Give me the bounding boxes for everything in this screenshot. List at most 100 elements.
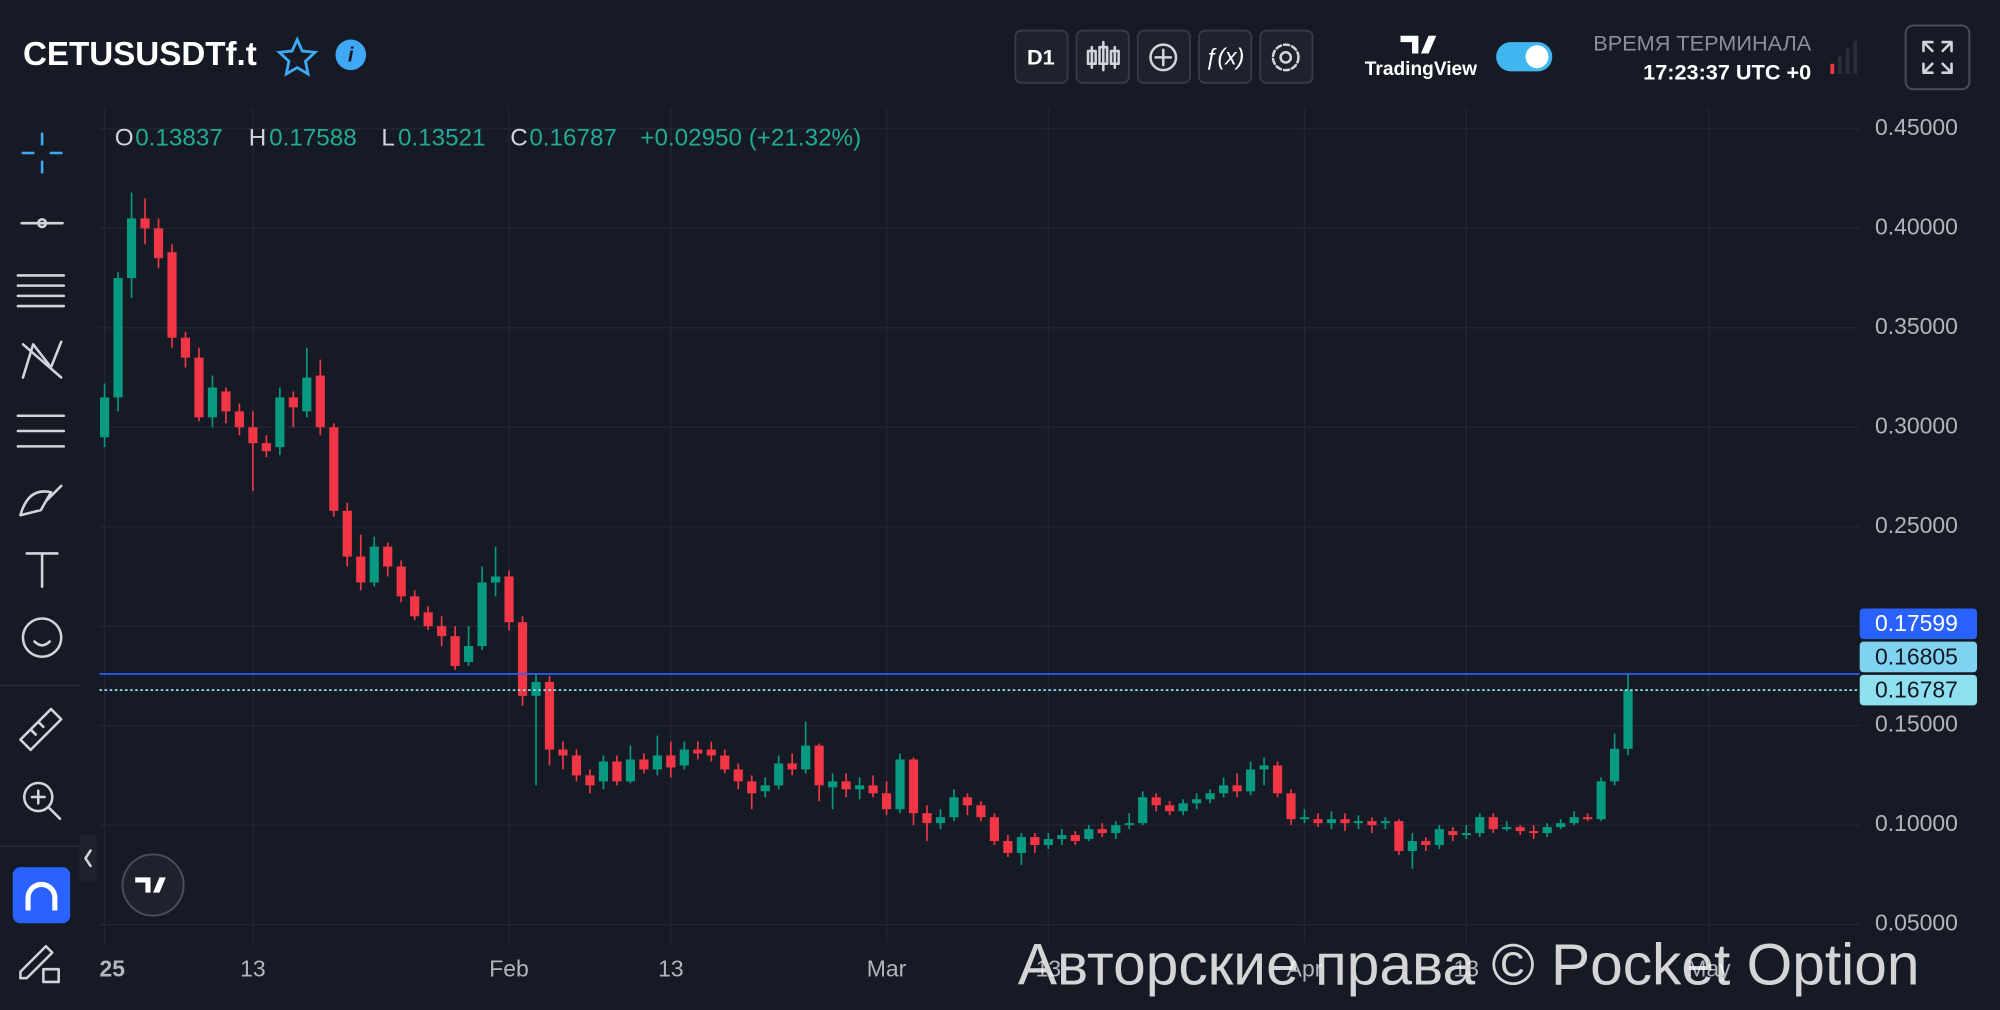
tv-badge[interactable] [121, 853, 185, 917]
change: +0.02950 (+21.32%) [640, 124, 861, 151]
candle-body [1488, 817, 1498, 830]
prediction-tool[interactable] [16, 414, 66, 448]
candle-body [1340, 819, 1350, 824]
ohlc-label: O [115, 124, 134, 151]
lock-draw-tool[interactable] [19, 944, 54, 980]
ohlc-value: 0.13837 [135, 124, 223, 151]
ruler-tool[interactable] [19, 707, 63, 752]
candle-body [1057, 835, 1067, 840]
candle-body [1313, 819, 1323, 824]
candle-body [302, 377, 312, 412]
x-tick-label: 13 [1454, 956, 1480, 982]
collapse-arrow [84, 849, 92, 868]
y-tick-label: 0.25000 [1875, 512, 1958, 538]
brand: TradingView [1365, 59, 1477, 80]
fib-tool[interactable] [16, 274, 66, 308]
fullscreen-button[interactable] [1904, 24, 1971, 91]
drawing-tools [0, 132, 97, 984]
add-plus [1154, 48, 1173, 67]
candle-body [1003, 841, 1013, 853]
candle-body [207, 387, 218, 418]
zoom-glyph [30, 789, 62, 820]
candle-body [1097, 829, 1107, 834]
candle-body [598, 761, 609, 782]
candle-body [153, 228, 164, 259]
candle-body [1299, 817, 1310, 820]
candle-body [234, 411, 245, 428]
candle-body [1475, 817, 1485, 834]
candle-body [437, 626, 447, 637]
pattern-tool[interactable] [21, 340, 63, 379]
ohlc-value: 0.17588 [269, 124, 357, 151]
candle-body [1461, 833, 1471, 836]
candle-body [531, 681, 541, 696]
candle-body [895, 759, 905, 810]
candles-icon [1086, 40, 1120, 72]
y-tick-label: 0.05000 [1875, 910, 1958, 936]
candle-body [504, 576, 514, 623]
candle-body [464, 646, 474, 663]
y-tick-label: 0.30000 [1875, 412, 1958, 438]
separator [0, 684, 80, 687]
ohlc-value: 0.16787 [529, 124, 617, 151]
candle-body [1596, 781, 1606, 820]
candle-body [733, 769, 743, 782]
magnet-tool[interactable] [12, 867, 71, 924]
candle-body [747, 781, 757, 794]
x-tick-label: Apr [1287, 956, 1323, 982]
candle-body [1623, 690, 1633, 749]
candle-body [1070, 835, 1080, 842]
signal-bar [1838, 56, 1842, 74]
brush-tool[interactable] [19, 484, 63, 517]
candle-body [1178, 803, 1188, 812]
candle-body [180, 337, 191, 358]
info-icon[interactable] [335, 39, 367, 71]
candle-body [612, 761, 622, 782]
candle-body [1583, 817, 1593, 820]
collapse-handle[interactable] [79, 834, 97, 883]
candle-body [261, 443, 271, 452]
symbol: CETUSUSDTf.t [23, 36, 257, 73]
zoom-tool[interactable] [22, 781, 54, 813]
axes: 0.450000.400000.350000.300000.250000.200… [99, 114, 1978, 982]
ohlc-label: H [249, 124, 267, 151]
indicators-icon: ƒ(x) [1205, 44, 1245, 70]
price-tag [1859, 608, 1978, 640]
toggle-knob [1525, 45, 1549, 69]
settings-button[interactable] [1259, 29, 1314, 84]
candle-body [1421, 841, 1431, 846]
candle-body [1219, 785, 1229, 794]
candle-body [639, 759, 649, 770]
candle-body [477, 582, 487, 647]
candle-body [517, 622, 528, 696]
candle-body [1326, 819, 1337, 824]
plot [99, 108, 1860, 944]
candle-body [167, 252, 177, 338]
emoji-tool[interactable] [21, 617, 63, 659]
fullscreen-icon [1922, 40, 1953, 74]
text-tool[interactable] [25, 552, 59, 588]
signal-bar [1853, 40, 1858, 74]
candle-body [1138, 797, 1148, 824]
candle-body [558, 749, 568, 756]
candle-body [976, 805, 986, 818]
x-tick-label: Feb [489, 956, 529, 982]
candle-body [113, 278, 123, 398]
timeframe-button[interactable] [1014, 29, 1069, 84]
settings-gear [1271, 43, 1300, 72]
candle-body [315, 375, 325, 428]
magnet-icon [25, 881, 58, 911]
y-tick-label: 0.35000 [1875, 313, 1958, 339]
x-tick-label: May [1687, 956, 1731, 982]
indicators-button[interactable] [1198, 29, 1253, 84]
candle-body [814, 745, 824, 786]
candle-body [194, 357, 204, 418]
candle-body [329, 427, 339, 511]
tv-badge-logo [135, 877, 166, 893]
favorite-star[interactable] [276, 36, 319, 77]
candle-body [1151, 797, 1161, 806]
crosshair-tool[interactable] [21, 132, 63, 174]
settings-icon [1279, 51, 1293, 64]
ohlc-label: L [381, 124, 394, 151]
